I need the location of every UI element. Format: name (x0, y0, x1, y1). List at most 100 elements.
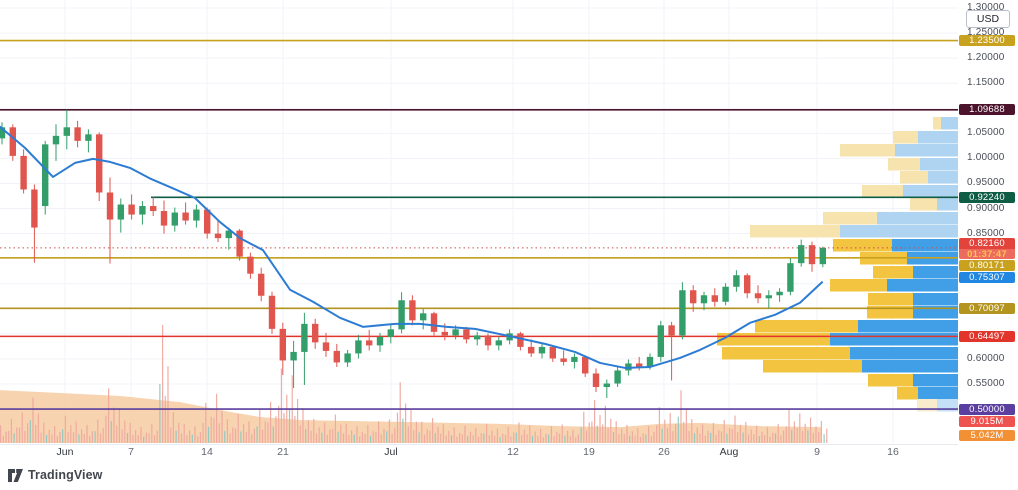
volume-bar (353, 434, 355, 443)
volume-bar (21, 412, 23, 443)
volume-bar (534, 431, 536, 443)
profile-row-buy (888, 158, 920, 171)
volume-bar (137, 435, 139, 443)
profile-row-buy (910, 198, 937, 211)
volume-bar (364, 433, 366, 443)
volume-bar (799, 413, 801, 443)
volume-bar (132, 434, 134, 443)
time-axis[interactable]: Jun 7 14 21 Jul 12 19 26 Aug 9 16 (0, 446, 958, 462)
price-tick-label: 0.60000 (967, 352, 1005, 364)
volume-bar (459, 432, 461, 443)
volume-bar (467, 436, 469, 443)
volume-bar (661, 428, 663, 443)
candle-body (614, 370, 621, 384)
volume-bar (826, 428, 828, 443)
volume-bar (72, 432, 75, 443)
volume-bar (16, 427, 18, 443)
profile-row-buy (722, 347, 850, 360)
volume-bar (399, 382, 401, 443)
profile-row-buy (717, 333, 830, 346)
volume-bar (653, 432, 655, 443)
volume-bar (180, 433, 183, 443)
volume-bar (423, 434, 426, 443)
volume-bar (607, 428, 609, 443)
volume-bar (234, 428, 237, 443)
volume-bar (210, 416, 212, 443)
volume-bar (267, 422, 269, 443)
candle-body (20, 155, 27, 190)
volume-bar (648, 426, 650, 443)
volume-bar (415, 421, 417, 443)
volume-bar (388, 419, 390, 443)
volume-bar (199, 432, 201, 443)
profile-row-buy (900, 171, 928, 184)
volume-bar (54, 426, 56, 443)
time-tick-label: 19 (583, 446, 595, 458)
candle-body (268, 295, 276, 329)
volume-bar (672, 431, 674, 443)
volume-bar (804, 423, 806, 443)
volume-bar (442, 424, 444, 443)
volume-bar (35, 424, 37, 443)
price-level-label: 0.80171 (959, 260, 1015, 271)
candle-body (549, 346, 556, 359)
profile-row-sell (892, 239, 958, 252)
volume-bar (610, 418, 612, 443)
volume-bar (329, 429, 331, 443)
volume-bar (774, 433, 777, 443)
volume-bar (361, 432, 363, 443)
volume-bar (715, 434, 717, 443)
candle-body (182, 212, 189, 221)
volume-bar (664, 419, 666, 443)
volume-bar (637, 428, 639, 443)
volume-bar (294, 415, 296, 443)
volume-bar (472, 435, 474, 443)
volume-bar (118, 408, 120, 443)
candle-body (733, 275, 740, 287)
volume-bar (18, 427, 21, 443)
volume-bar (240, 431, 242, 443)
candle-body (474, 335, 481, 340)
volume-bar (13, 433, 15, 443)
volume-bar (693, 433, 696, 443)
volume-bar (742, 432, 744, 443)
chart-canvas[interactable] (0, 0, 958, 462)
volume-bar (8, 430, 10, 443)
profile-row-sell (850, 347, 958, 360)
profile-row-sell (918, 387, 958, 400)
volume-bar (494, 435, 496, 443)
volume-bar (159, 383, 161, 443)
volume-bar (710, 432, 712, 443)
volume-bar (205, 402, 207, 443)
volume-bar (45, 434, 48, 443)
tradingview-logo[interactable]: TradingView (8, 468, 103, 482)
profile-row-buy (873, 266, 913, 279)
volume-bar (496, 428, 498, 443)
candle-body (700, 295, 708, 304)
volume-bar (348, 435, 350, 443)
candle-body (484, 335, 492, 346)
volume-bar (456, 436, 458, 443)
candle-body (441, 331, 448, 336)
volume-bar (340, 424, 342, 443)
volume-bar (448, 430, 450, 443)
volume-bar (599, 414, 601, 443)
volume-bar (796, 428, 798, 443)
price-tick-label: 1.05000 (967, 127, 1005, 139)
candle-body (74, 127, 81, 141)
candle-body (106, 192, 114, 220)
price-tick-label: 1.25000 (967, 27, 1005, 39)
volume-bar (70, 425, 72, 443)
volume-bar (315, 433, 318, 443)
currency-toggle-button[interactable]: USD (966, 10, 1010, 28)
candle-body (9, 127, 16, 156)
volume-bar (772, 432, 774, 443)
volume-bar (29, 420, 31, 443)
price-axis[interactable]: 1.30000 1.25000 1.20000 1.15000 1.05000 1.000… (958, 0, 1018, 462)
volume-bar (510, 436, 512, 443)
volume-bar (780, 435, 782, 443)
volume-bar (556, 432, 558, 443)
volume-bar (124, 420, 126, 443)
volume-bar (410, 410, 412, 443)
volume-bar (402, 418, 404, 443)
